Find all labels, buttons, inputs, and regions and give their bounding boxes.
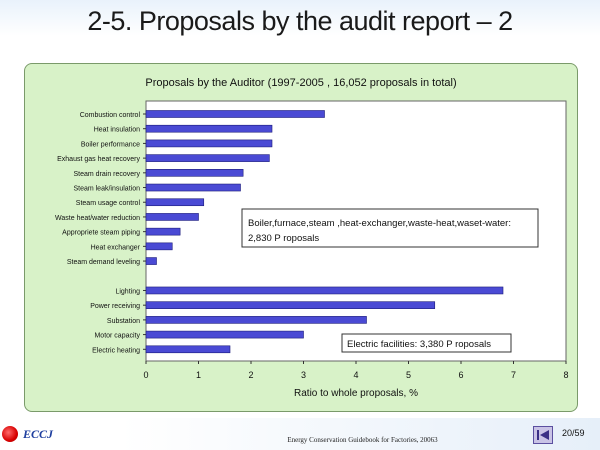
- eccj-logo-icon: [2, 426, 18, 442]
- x-axis-label: Ratio to whole proposals, %: [294, 388, 418, 399]
- x-tick-label: 4: [353, 370, 358, 380]
- source-citation: Energy Conservation Guidebook for Factor…: [287, 436, 438, 444]
- annotation-electric: Electric facilities: 3,380 P roposals: [347, 339, 491, 350]
- category-label: Heat insulation: [94, 127, 140, 134]
- x-tick-label: 8: [563, 370, 568, 380]
- annotation-boiler-line2: 2,830 P roposals: [248, 233, 319, 244]
- bar: [145, 316, 367, 324]
- annotation-box-electric: [341, 333, 512, 353]
- x-tick-label: 0: [143, 370, 148, 380]
- bar: [145, 198, 205, 207]
- category-label: Steam leak/insulation: [73, 186, 140, 193]
- category-label: Lighting: [115, 288, 140, 295]
- bar: [145, 286, 504, 295]
- x-tick-label: 1: [196, 370, 201, 380]
- category-label: Boiler performance: [81, 141, 140, 148]
- category-label: Electric heating: [92, 347, 140, 354]
- category-label: Waste heat/water reduction: [55, 215, 140, 222]
- x-tick-label: 2: [248, 370, 253, 380]
- x-tick-label: 5: [406, 370, 411, 380]
- bar: [145, 301, 436, 309]
- category-label: Heat exchanger: [91, 244, 141, 251]
- category-label: Appropriete steam piping: [62, 230, 140, 237]
- previous-slide-button[interactable]: [533, 426, 553, 444]
- bar: [145, 154, 270, 162]
- bar: [145, 257, 157, 265]
- bar: [145, 110, 325, 118]
- logo-text: ECCJ: [23, 427, 54, 441]
- skip-back-icon: [537, 430, 549, 440]
- category-label: Exhaust gas heat recovery: [57, 156, 140, 163]
- x-tick-label: 7: [511, 370, 516, 380]
- bar: [145, 345, 231, 354]
- category-label: Steam usage control: [76, 200, 141, 207]
- annotation-box-boiler: [241, 208, 539, 248]
- x-tick-label: 3: [301, 370, 306, 380]
- bar: [145, 183, 241, 192]
- bar: [145, 124, 273, 133]
- bar: [145, 139, 273, 148]
- chart-title: Proposals by the Auditor (1997-2005 , 16…: [145, 77, 456, 89]
- category-label: Steam demand leveling: [67, 259, 140, 266]
- bar: [145, 227, 181, 236]
- x-tick-label: 6: [458, 370, 463, 380]
- eccj-logo: ECCJ: [2, 424, 60, 444]
- category-label: Motor capacity: [94, 333, 140, 340]
- chart-panel: Proposals by the Auditor (1997-2005 , 16…: [24, 63, 578, 412]
- bar: [145, 330, 304, 339]
- category-label: Substation: [107, 318, 140, 325]
- slide-title: 2-5. Proposals by the audit report – 2: [87, 6, 513, 36]
- page-number: 20/59: [562, 428, 585, 438]
- bar: [145, 242, 173, 251]
- annotation-boiler-line1: Boiler,furnace,steam ,heat-exchanger,was…: [248, 218, 511, 229]
- bar: [145, 213, 199, 221]
- category-label: Steam drain recovery: [73, 171, 140, 178]
- bar-chart: Proposals by the Auditor (1997-2005 , 16…: [55, 77, 568, 399]
- category-label: Power receiving: [90, 303, 140, 310]
- bar: [145, 169, 244, 177]
- footer-band: [0, 418, 600, 450]
- category-label: Combustion control: [80, 112, 141, 119]
